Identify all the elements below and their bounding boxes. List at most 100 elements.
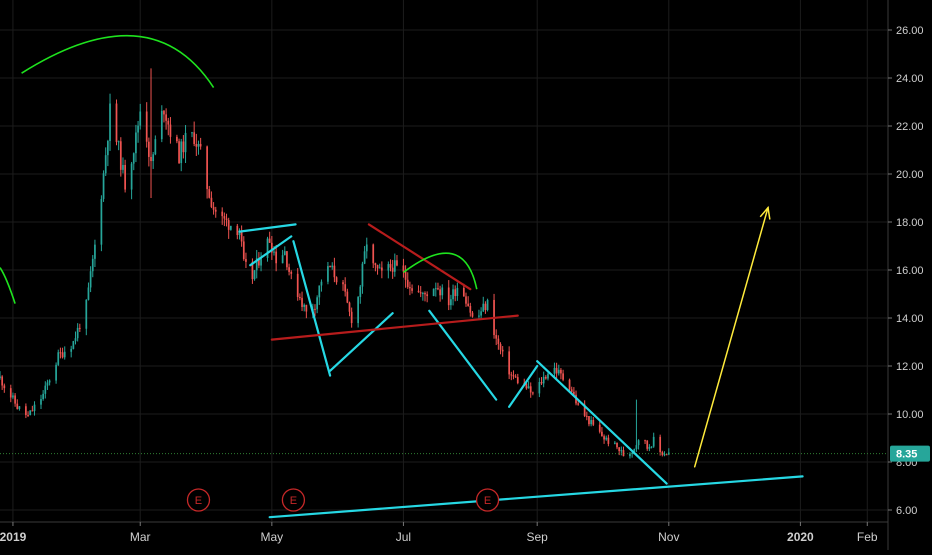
candle-body xyxy=(288,267,290,272)
candle-body xyxy=(240,230,243,242)
x-tick-label: Mar xyxy=(130,530,151,544)
candle-body xyxy=(245,259,247,262)
candle-body xyxy=(329,266,331,268)
candle-body xyxy=(42,393,45,400)
candle-body xyxy=(592,420,595,425)
candle-body xyxy=(135,132,137,154)
candle-body xyxy=(169,124,172,137)
candle-body xyxy=(361,263,364,287)
candle-body xyxy=(478,315,480,317)
trend-line-cyan xyxy=(268,475,804,519)
y-tick-label: 24.00 xyxy=(896,73,924,85)
candle-body xyxy=(182,141,185,153)
candle-body xyxy=(441,287,444,296)
candle-body xyxy=(55,364,57,381)
y-tick-label: 16.00 xyxy=(896,265,924,277)
candle-body xyxy=(421,292,424,294)
candle-body xyxy=(598,424,601,432)
candle-body xyxy=(547,373,549,379)
candle-body xyxy=(557,369,560,374)
arc-curve xyxy=(21,34,215,89)
candle-body xyxy=(393,260,396,272)
candle-body xyxy=(286,251,288,268)
candle-body xyxy=(560,369,562,374)
candle-body xyxy=(223,216,226,219)
arc-curve xyxy=(402,252,478,290)
candle-body xyxy=(663,454,666,456)
candle-body xyxy=(208,189,211,198)
candle-body xyxy=(87,287,90,300)
candle-body xyxy=(346,291,349,303)
candle-body xyxy=(607,437,610,444)
candle-body xyxy=(119,141,122,170)
candle-body xyxy=(529,386,532,393)
candle-body xyxy=(154,139,157,155)
candle-body xyxy=(251,261,254,280)
candle-body xyxy=(305,304,308,312)
candle-body xyxy=(620,450,623,452)
candle-body xyxy=(61,352,64,358)
candle-body xyxy=(469,306,472,313)
candle-body xyxy=(206,146,208,190)
last-price-badge xyxy=(890,445,930,462)
candle-body xyxy=(145,111,148,142)
candle-body xyxy=(195,143,198,147)
candles xyxy=(0,68,670,459)
candle-body xyxy=(137,125,139,133)
candle-body xyxy=(199,143,202,147)
x-tick-label: May xyxy=(260,530,283,544)
candle-body xyxy=(424,292,426,295)
candle-body xyxy=(210,197,213,207)
candle-body xyxy=(122,164,124,170)
candle-body xyxy=(499,344,502,350)
candle-body xyxy=(667,452,670,455)
trend-line-cyan xyxy=(292,240,332,377)
candle-body xyxy=(525,383,528,389)
candle-body xyxy=(242,241,245,260)
candle-body xyxy=(439,289,441,296)
candle-body xyxy=(631,452,633,454)
candle-body xyxy=(160,110,163,140)
candle-body xyxy=(426,294,429,297)
trend-line-cyan xyxy=(328,312,394,372)
candle-body xyxy=(130,163,133,190)
candle-body xyxy=(434,288,437,290)
candle-body xyxy=(622,450,625,457)
candle-body xyxy=(46,382,49,386)
candle-body xyxy=(665,454,668,456)
candle-body xyxy=(296,273,299,298)
candle-body xyxy=(165,114,167,121)
candle-body xyxy=(303,304,306,307)
candle-body xyxy=(253,270,256,280)
candle-body xyxy=(94,244,96,259)
x-tick-label: Nov xyxy=(658,530,679,544)
candle-body xyxy=(629,453,631,457)
candle-body xyxy=(605,437,608,440)
y-tick-label: 12.00 xyxy=(896,361,924,373)
candle-body xyxy=(33,404,36,412)
earnings-marker-label: E xyxy=(290,495,297,507)
candle-body xyxy=(104,155,107,174)
candle-body xyxy=(163,110,165,115)
projection-arrow-line xyxy=(693,206,769,468)
earnings-marker xyxy=(281,488,306,512)
candle-body xyxy=(91,258,94,272)
candle-body xyxy=(147,141,150,157)
candle-body xyxy=(180,141,183,164)
candle-body xyxy=(283,251,286,256)
candle-body xyxy=(70,348,73,352)
y-tick-label: 14.00 xyxy=(896,313,924,325)
candle-body xyxy=(348,302,351,312)
candle-body xyxy=(568,379,571,390)
candle-body xyxy=(376,265,379,269)
candle-body xyxy=(152,154,155,162)
trend-line-cyan xyxy=(238,223,297,233)
candle-body xyxy=(258,258,260,266)
candle-body xyxy=(456,287,459,297)
candle-body xyxy=(633,448,636,453)
candle-body xyxy=(577,403,580,405)
candle-body xyxy=(497,338,500,345)
